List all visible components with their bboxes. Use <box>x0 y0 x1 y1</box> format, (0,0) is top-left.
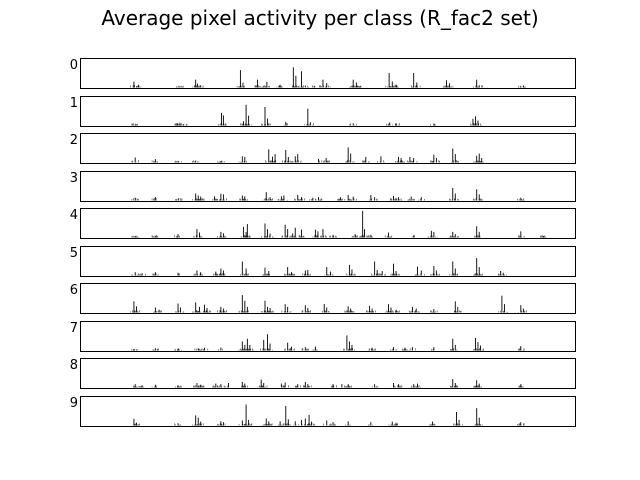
bars-class-4 <box>131 210 547 238</box>
bars-class-8 <box>133 379 524 388</box>
panel-label-6: 6 <box>69 283 78 298</box>
bars-class-2 <box>131 147 484 163</box>
panel-label-1: 1 <box>69 95 78 111</box>
panel-class-4 <box>80 208 576 239</box>
panel-label-3: 3 <box>69 170 78 186</box>
bars-class-9 <box>133 404 525 425</box>
panel-class-9 <box>80 395 576 427</box>
panel-label-9: 9 <box>69 395 78 411</box>
bars-class-3 <box>131 187 525 200</box>
panel-label-0: 0 <box>69 58 78 73</box>
panel-class-0 <box>80 58 576 89</box>
panel-class-8 <box>80 358 576 389</box>
panel-class-5 <box>80 245 576 277</box>
panel-class-2 <box>80 133 576 164</box>
panel-class-7 <box>80 320 576 352</box>
bars-class-0 <box>130 67 527 88</box>
panel-label-2: 2 <box>69 133 78 148</box>
panel-class-6 <box>80 283 576 314</box>
panel-label-5: 5 <box>69 245 78 261</box>
bars-class-5 <box>131 257 507 275</box>
panel-label-7: 7 <box>69 320 78 336</box>
bars-class-1 <box>131 104 482 125</box>
panel-label-8: 8 <box>69 358 78 373</box>
panel-label-4: 4 <box>69 208 78 223</box>
panel-class-1 <box>80 95 576 127</box>
chart-title: Average pixel activity per class (R_fac2… <box>101 6 539 30</box>
bars-class-7 <box>131 333 525 350</box>
panel-class-3 <box>80 170 576 202</box>
bars-class-6 <box>130 295 527 313</box>
